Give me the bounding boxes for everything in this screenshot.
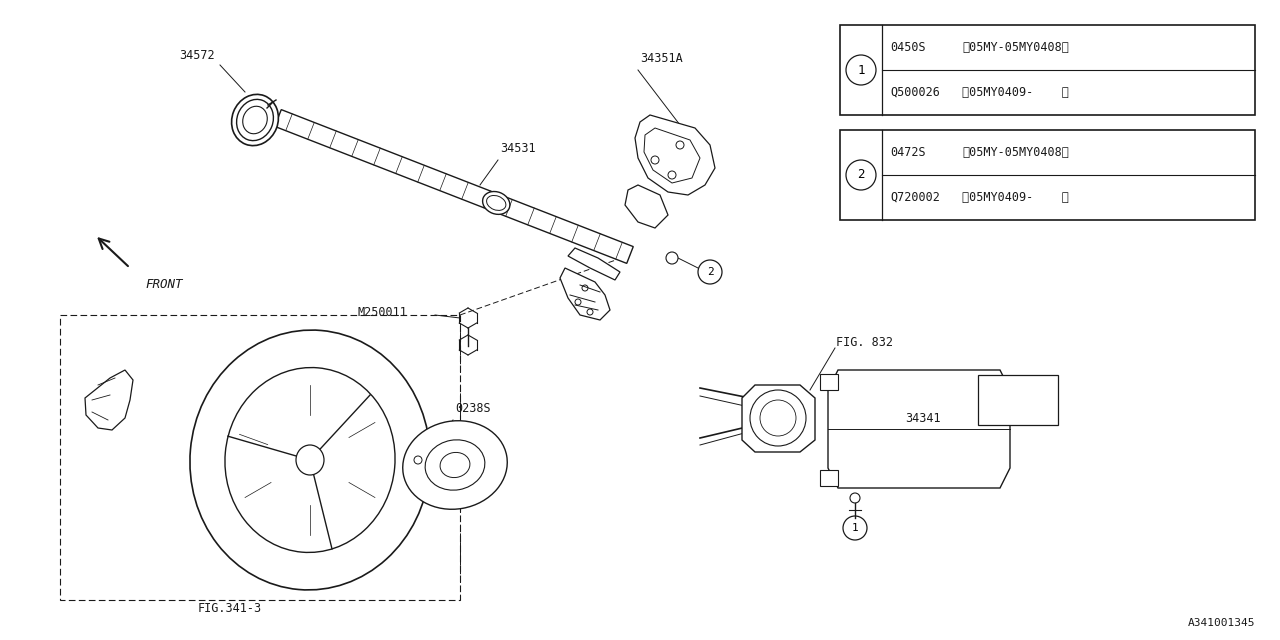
- Text: 々05MY0409-    〆: 々05MY0409- 〆: [963, 191, 1069, 204]
- Polygon shape: [625, 185, 668, 228]
- Polygon shape: [84, 370, 133, 430]
- Ellipse shape: [483, 191, 509, 214]
- Polygon shape: [568, 248, 620, 280]
- Bar: [820, 470, 838, 486]
- Text: 々05MY0409-    〆: 々05MY0409- 〆: [963, 86, 1069, 99]
- Text: FIG.343: FIG.343: [448, 462, 498, 475]
- Text: FIG.341-3: FIG.341-3: [198, 602, 262, 615]
- Circle shape: [850, 493, 860, 503]
- Text: M250011: M250011: [358, 305, 408, 319]
- Polygon shape: [561, 268, 611, 320]
- Text: 34572: 34572: [179, 49, 215, 62]
- Text: FIG. 832: FIG. 832: [836, 335, 893, 349]
- Text: 34531: 34531: [500, 142, 535, 155]
- Polygon shape: [742, 385, 815, 452]
- Ellipse shape: [296, 445, 324, 475]
- Bar: [840, 25, 1254, 115]
- Ellipse shape: [232, 94, 279, 146]
- Text: A341001345: A341001345: [1188, 618, 1254, 628]
- Bar: [820, 374, 838, 390]
- Text: 0238S: 0238S: [454, 402, 490, 415]
- Polygon shape: [275, 109, 634, 264]
- Text: 0450S: 0450S: [890, 41, 925, 54]
- Text: 1: 1: [851, 523, 859, 533]
- Text: 々05MY-05MY0408〆: 々05MY-05MY0408〆: [963, 146, 1069, 159]
- Bar: [60, 315, 460, 600]
- Text: Q720002: Q720002: [890, 191, 940, 204]
- Text: Q500026: Q500026: [890, 86, 940, 99]
- Text: FRONT: FRONT: [145, 278, 183, 291]
- Text: 々05MY-05MY0408〆: 々05MY-05MY0408〆: [963, 41, 1069, 54]
- Text: 34351A: 34351A: [640, 52, 682, 65]
- Bar: [840, 130, 1254, 220]
- Ellipse shape: [403, 420, 507, 509]
- Text: 2: 2: [858, 168, 865, 182]
- Ellipse shape: [243, 106, 268, 134]
- Text: 2: 2: [707, 267, 713, 277]
- Circle shape: [413, 456, 422, 464]
- Text: 1: 1: [858, 63, 865, 77]
- Text: 0472S: 0472S: [890, 146, 925, 159]
- Ellipse shape: [237, 99, 274, 141]
- Bar: [978, 375, 1059, 425]
- Polygon shape: [635, 115, 716, 195]
- Polygon shape: [644, 128, 700, 183]
- Polygon shape: [828, 370, 1010, 488]
- Circle shape: [666, 252, 678, 264]
- Text: 34341: 34341: [905, 412, 941, 424]
